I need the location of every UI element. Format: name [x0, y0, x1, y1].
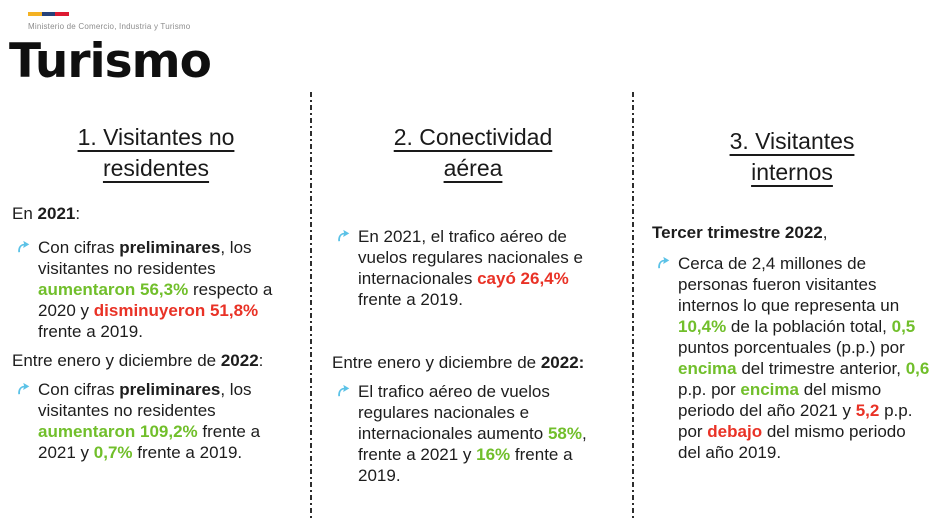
text-segment: Entre enero y diciembre de — [12, 351, 221, 371]
text-segment: frente a 2019. — [358, 290, 463, 310]
text-segment: aumentaron 109,2% — [38, 422, 198, 442]
flag-blue-stripe — [41, 12, 56, 16]
text-segment: preliminares — [119, 380, 221, 400]
column-body: Tercer trimestre 2022, Cerca de 2,4 millo… — [652, 222, 932, 463]
ministry-label: Ministerio de Comercio, Industria y Turi… — [28, 22, 191, 31]
text-segment: 0,7% — [93, 443, 133, 463]
text-segment: frente a 2019. — [132, 443, 243, 463]
flag-red-stripe — [55, 12, 70, 16]
section: Entre enero y diciembre de 2022: El trafi… — [332, 352, 614, 486]
column-body: En 2021, el trafico aéreo de vuelos regu… — [332, 226, 614, 486]
bullet-item: El trafico aéreo de vuelos regulares nac… — [332, 381, 614, 486]
text-segment: cayó 26,4% — [477, 269, 569, 289]
column-heading: 3. Visitantes internos — [729, 128, 855, 186]
bullet-text: Con cifras preliminares, los visitantes … — [38, 237, 300, 342]
text-segment: 58% — [547, 424, 582, 444]
text-segment: 0,5 — [891, 317, 916, 337]
section-subtitle: Tercer trimestre 2022, — [652, 222, 932, 243]
bullet-item: Con cifras preliminares, los visitantes … — [12, 237, 300, 342]
text-segment: Tercer trimestre 2022 — [652, 223, 823, 243]
column-heading: 2. Conectividad aérea — [393, 124, 553, 182]
text-segment: puntos porcentuales (p.p.) por — [678, 338, 905, 358]
column-conectividad-aerea: 2. Conectividad aérea En 2021, el trafic… — [332, 122, 614, 486]
text-segment: debajo — [707, 422, 763, 442]
text-segment: p.p. por — [678, 380, 741, 400]
text-segment: , los visitantes no residentes — [38, 238, 252, 279]
column-body: En 2021: Con cifras preliminares, los vis… — [12, 203, 300, 463]
section-subtitle: En 2021: — [12, 203, 300, 224]
section: Entre enero y diciembre de 2022: Con cifr… — [12, 350, 300, 463]
text-segment: , frente a 2021 y — [358, 424, 587, 465]
text-segment: 5,2 — [855, 401, 880, 421]
text-segment: , — [822, 223, 828, 243]
bullet-item: Con cifras preliminares, los visitantes … — [12, 379, 300, 463]
text-segment: preliminares — [119, 238, 221, 258]
text-segment: 2021 — [37, 204, 76, 224]
text-segment: En 2021, el trafico aéreo de vuelos regu… — [358, 227, 583, 289]
curved-arrow-icon — [16, 382, 30, 396]
text-segment: frente a 2019. — [38, 322, 143, 342]
section-subtitle: Entre enero y diciembre de 2022: — [12, 350, 300, 371]
text-segment: : — [75, 204, 81, 224]
text-segment: disminuyeron 51,8% — [93, 301, 259, 321]
bullet-text: Con cifras preliminares, los visitantes … — [38, 379, 300, 463]
column-divider — [310, 92, 312, 518]
column-heading: 1. Visitantes no residentes — [77, 124, 235, 182]
text-segment: 2022: — [540, 353, 585, 373]
column-divider — [632, 92, 634, 518]
text-segment: encima — [678, 359, 737, 379]
section: Tercer trimestre 2022, Cerca de 2,4 millo… — [652, 222, 932, 463]
curved-arrow-icon — [336, 229, 350, 243]
text-segment: de la población total, — [726, 317, 892, 337]
text-segment: encima — [740, 380, 799, 400]
page-title: Turismo — [9, 34, 212, 89]
curved-arrow-icon — [16, 240, 30, 254]
column-visitantes-internos: 3. Visitantes internos Tercer trimestre … — [652, 126, 932, 463]
section: En 2021, el trafico aéreo de vuelos regu… — [332, 226, 614, 310]
section-subtitle: Entre enero y diciembre de 2022: — [332, 352, 614, 373]
text-segment: : — [258, 351, 264, 371]
bullet-text: Cerca de 2,4 millones de personas fueron… — [678, 253, 932, 463]
text-segment: aumentaron 56,3% — [38, 280, 189, 300]
section: En 2021: Con cifras preliminares, los vis… — [12, 203, 300, 342]
text-segment: frente a 2021 y — [38, 422, 261, 463]
curved-arrow-icon — [656, 256, 670, 270]
text-segment: 2022 — [220, 351, 259, 371]
text-segment: 0,6 — [905, 359, 930, 379]
curved-arrow-icon — [336, 384, 350, 398]
text-segment: En — [12, 204, 38, 224]
flag-yellow-stripe — [28, 12, 42, 16]
text-segment: Con cifras — [38, 238, 120, 258]
text-segment: Cerca de 2,4 millones de personas fueron… — [678, 254, 900, 316]
bullet-text: El trafico aéreo de vuelos regulares nac… — [358, 381, 614, 486]
text-segment: del mismo periodo del año 2021 y — [678, 380, 882, 421]
text-segment: p.p. por — [678, 401, 913, 442]
text-segment: respecto a 2020 y — [38, 280, 273, 321]
text-segment: Con cifras — [38, 380, 120, 400]
colombia-flag-icon — [28, 12, 70, 16]
text-segment: del trimestre anterior, — [736, 359, 906, 379]
text-segment: , los visitantes no residentes — [38, 380, 252, 421]
text-segment: frente a 2019. — [358, 445, 573, 486]
text-segment: 10,4% — [678, 317, 727, 337]
text-segment: El trafico aéreo de vuelos regulares nac… — [358, 382, 550, 444]
text-segment: Entre enero y diciembre de — [332, 353, 541, 373]
column-visitantes-no-residentes: 1. Visitantes no residentes En 2021: Con … — [12, 122, 300, 463]
bullet-item: En 2021, el trafico aéreo de vuelos regu… — [332, 226, 614, 310]
text-segment: del mismo periodo del año 2019. — [678, 422, 906, 463]
text-segment: 16% — [476, 445, 511, 465]
bullet-text: En 2021, el trafico aéreo de vuelos regu… — [358, 226, 614, 310]
bullet-item: Cerca de 2,4 millones de personas fueron… — [652, 253, 932, 463]
brand: Ministerio de Comercio, Industria y Turi… — [28, 12, 190, 31]
